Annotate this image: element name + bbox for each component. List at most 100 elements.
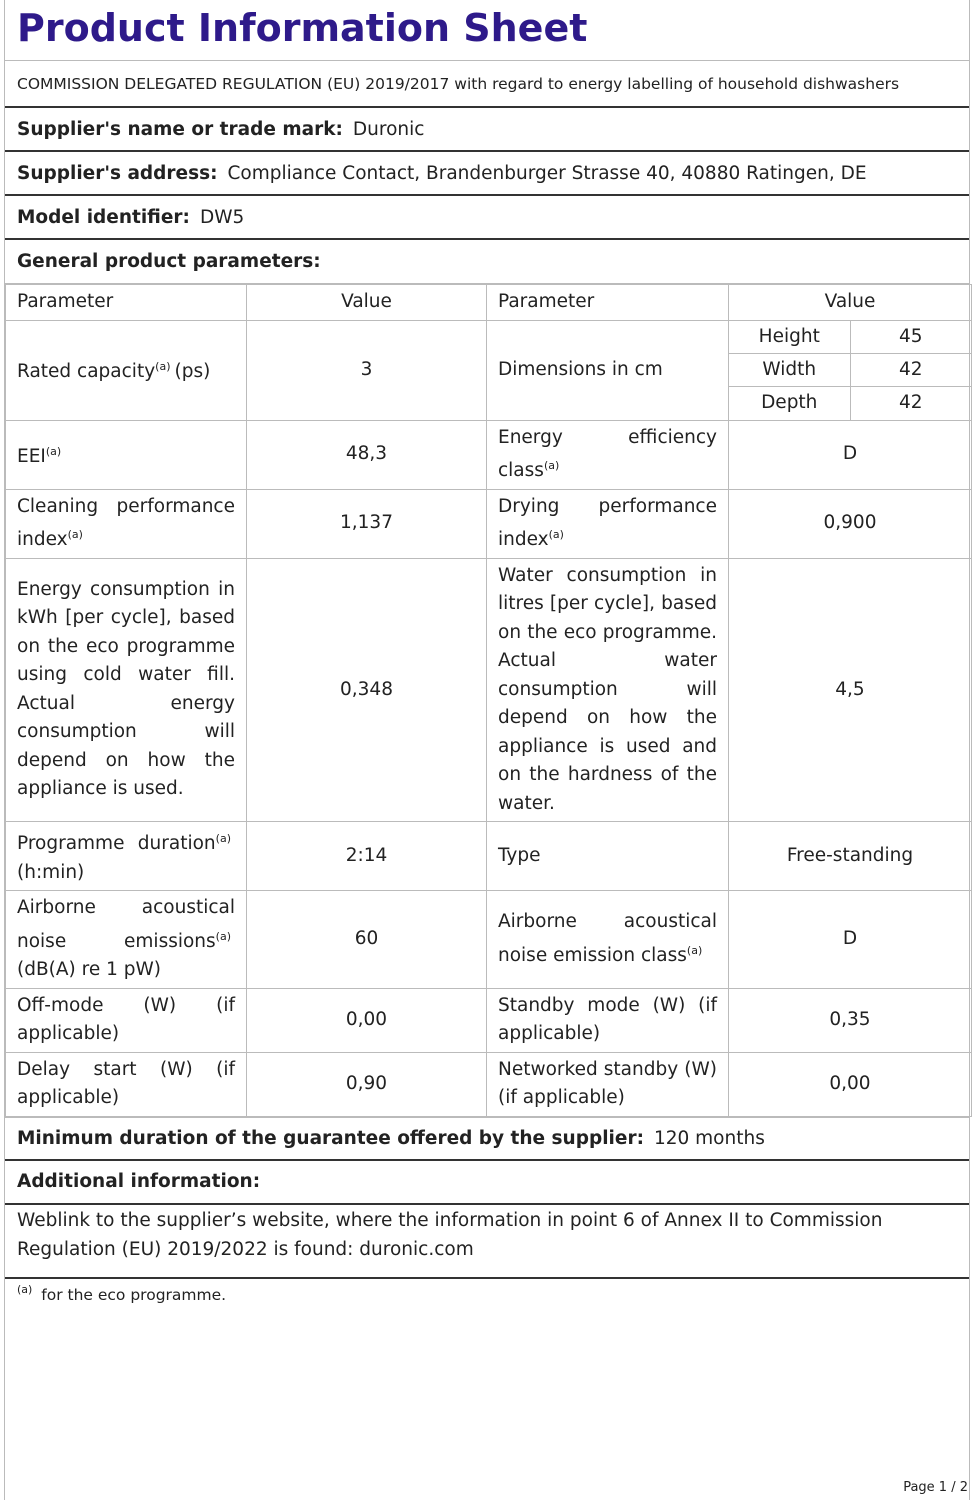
value-cell: 2:14 — [246, 821, 487, 891]
dimensions-cell: Height 45 Width 42 Depth 42 — [728, 319, 972, 421]
dimension-value: 45 — [850, 320, 971, 354]
text: General product parameters: — [17, 251, 321, 272]
parameter-text: Energy efficiency class — [498, 426, 717, 482]
parameter-text: Airborne acoustical noise emissions — [17, 897, 235, 952]
text: duronic.com — [359, 1238, 474, 1260]
text: Model identifier: — [17, 206, 190, 228]
text: Supplier's address: — [17, 162, 218, 184]
subtitle: COMMISSION DELEGATED REGULATION (EU) 201… — [5, 60, 969, 108]
parameter-text: EEI — [17, 445, 46, 467]
parameter-text: Type — [498, 844, 541, 866]
value-cell: 60 — [246, 890, 487, 989]
parameter-row: Cleaning performance index (a) 1,137 Drying… — [5, 488, 972, 559]
text: Weblink to the supplier’s website, where… — [17, 1209, 883, 1260]
note-mark: (a) — [45, 444, 62, 458]
parameter-cell: Programme duration(a) (h:min) — [5, 821, 247, 891]
text: Minimum duration of the guarantee offere… — [17, 1127, 644, 1149]
dimension-name: Height — [729, 320, 851, 354]
title: Product Information Sheet — [17, 6, 588, 50]
parameter-text: Drying performance index — [498, 495, 717, 551]
note-mark: (a) — [548, 528, 564, 541]
parameter-cell: Rated capacity(a) (ps) — [5, 319, 247, 421]
value-cell: 3 — [246, 319, 487, 421]
text: Duronic — [352, 118, 425, 140]
parameter-cell: Standby mode (W) (if applicable) — [486, 987, 729, 1053]
value-cell: 1,137 — [246, 488, 487, 559]
parameter-cell: Delay start (W) (if applicable) — [5, 1051, 247, 1117]
parameter-text: Rated capacity — [17, 361, 156, 383]
parameter-cell: Energy efficiency class(a) — [486, 419, 729, 490]
value-cell: 0,00 — [728, 1051, 972, 1117]
dimension-name: Depth — [729, 386, 851, 420]
parameter-row: Airborne acoustical noise emissions(a)(d… — [5, 890, 972, 989]
additional-row: Additional information: — [5, 1161, 969, 1205]
parameter-text: Off-mode (W) (if applicable) — [17, 994, 235, 1045]
parameter-cell: Airborne acoustical noise emissions(a) (d… — [5, 890, 247, 989]
value-cell: 4,5 — [728, 557, 972, 822]
dimension-row: Depth 42 — [729, 386, 971, 420]
header-row: Parameter Value Parameter Value — [5, 284, 972, 321]
sheet: Product Information Sheet COMMISSION DEL… — [4, 0, 972, 1500]
parameter-unit: (dB(A) re 1 pW) — [17, 959, 161, 980]
parameter-text: Cleaning performance index — [17, 495, 235, 551]
header-cell: Value — [246, 284, 487, 321]
parameter-cell: Airborne acoustical noise emission class… — [486, 890, 729, 989]
header-cell: Value — [728, 284, 972, 321]
note-mark: (a) — [155, 360, 171, 374]
parameter-row: Delay start (W) (if applicable) 0,90 Netwo… — [5, 1051, 972, 1117]
parameter-cell: Off-mode (W) (if applicable) — [5, 987, 247, 1053]
dimensions-table: Height 45 Width 42 Depth 42 — [729, 320, 971, 420]
text: Compliance Contact, Brandenburger Strass… — [227, 162, 867, 184]
note-mark: (a) — [215, 929, 231, 943]
value-cell: 0,900 — [728, 488, 972, 559]
parameter-unit: (h:min) — [17, 861, 85, 883]
parameter-text: Energy consumption in kWh [per cycle], b… — [17, 578, 235, 800]
address-row: Supplier's address: Compliance Contact, B… — [5, 152, 969, 196]
parameter-row: EEI(a) 48,3 Energy efficiency class(a) D — [5, 419, 972, 490]
general-row: General product parameters: — [5, 240, 969, 284]
value-cell: 0,00 — [246, 987, 487, 1053]
text: 120 months — [653, 1127, 765, 1149]
parameter-text: Programme duration — [17, 833, 216, 854]
parameter-cell: Type — [486, 821, 729, 891]
guarantee-row: Minimum duration of the guarantee offere… — [5, 1116, 969, 1161]
note-mark: (a) — [686, 943, 703, 957]
parameter-cell: Networked standby (W) (if applicable) — [486, 1051, 729, 1117]
weblink-row: Weblink to the supplier’s website, where… — [5, 1205, 969, 1279]
parameter-text: Delay start (W) (if applicable) — [17, 1058, 235, 1109]
parameter-cell: Drying performance index(a) — [486, 488, 729, 559]
value-cell: 0,348 — [246, 557, 487, 822]
value-cell: 0,35 — [728, 987, 972, 1053]
dimension-name: Width — [729, 353, 851, 387]
dimension-value: 42 — [850, 353, 971, 387]
model-row: Model identifier: DW5 — [5, 196, 969, 240]
parameter-text: Airborne acoustical noise emission class — [498, 911, 717, 966]
text: for the eco programme. — [41, 1285, 227, 1304]
parameter-text: Networked standby (W) (if applicable) — [498, 1058, 717, 1109]
parameter-row: Off-mode (W) (if applicable) 0,00 Standby … — [5, 987, 972, 1053]
parameter-row: Rated capacity(a) (ps) 3 Dimensions in cm He… — [5, 319, 972, 421]
dimension-row: Height 45 — [729, 320, 971, 354]
text: DW5 — [199, 206, 245, 228]
value-cell: Free-standing — [728, 821, 972, 891]
parameter-row: Programme duration(a) (h:min) 2:14 Type Free… — [5, 821, 972, 891]
dimension-value: 42 — [898, 392, 923, 413]
header-cell: Parameter — [5, 284, 247, 321]
parameter-row: Energy consumption in kWh [per cycle], b… — [5, 557, 972, 822]
parameter-cell: Energy consumption in kWh [per cycle], b… — [5, 557, 247, 822]
value-cell: D — [728, 890, 972, 989]
parameter-table: Parameter Value Parameter Value Rated capaci… — [5, 284, 972, 1117]
parameter-text: Standby mode (W) (if applicable) — [498, 994, 717, 1045]
value-cell: 0,90 — [246, 1051, 487, 1117]
note-mark: (a) — [215, 832, 231, 845]
text: Supplier's name or trade mark: — [17, 118, 343, 140]
header-cell: Parameter — [486, 284, 729, 321]
parameter-text: Water consumption in litres [per cycle],… — [498, 564, 717, 814]
parameter-cell: EEI(a) — [5, 419, 247, 490]
parameter-text: Dimensions in cm — [498, 358, 663, 380]
dimension-row: Width 42 — [729, 353, 971, 387]
text: (a) — [17, 1282, 33, 1296]
parameter-cell: Water consumption in litres [per cycle],… — [486, 557, 729, 822]
footnote: (a) for the eco programme. — [5, 1279, 969, 1308]
parameter-cell: Dimensions in cm — [486, 319, 729, 421]
